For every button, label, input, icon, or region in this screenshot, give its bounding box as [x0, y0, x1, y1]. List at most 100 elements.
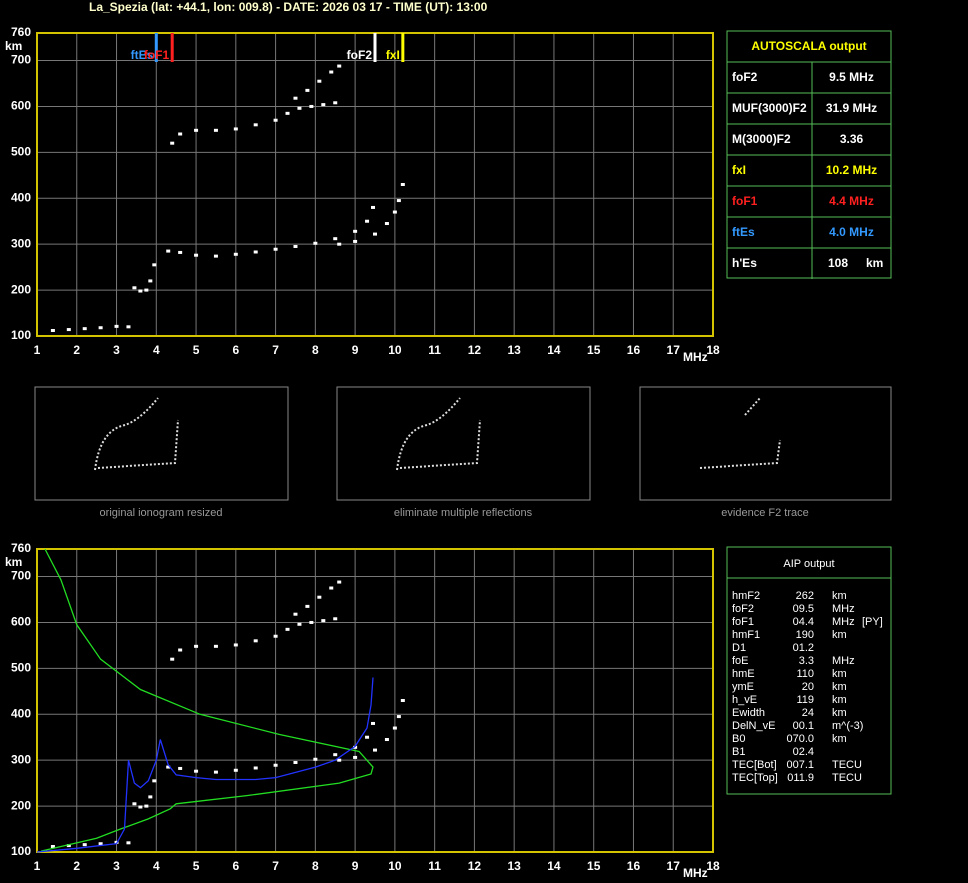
thumbnail-frame	[34, 386, 289, 501]
aip-cell: foF1	[732, 616, 754, 628]
aip-cell: TECU	[832, 772, 862, 784]
echo-point	[333, 237, 338, 241]
echo-point	[273, 247, 278, 251]
row-value: 9.5 MHz	[829, 70, 874, 84]
echo-point	[371, 205, 376, 209]
echo-point	[66, 844, 71, 848]
echo-point	[213, 254, 218, 258]
y-tick-label: 300	[11, 236, 31, 250]
echo-point	[313, 757, 318, 761]
echo-point	[166, 249, 171, 253]
echo-point	[50, 328, 55, 332]
y-tick-label: 700	[11, 53, 31, 67]
echo-point	[365, 219, 370, 223]
echo-point	[273, 118, 278, 122]
y-tick-label: 100	[11, 844, 31, 858]
y-tick-label: 200	[11, 798, 31, 812]
x-tick-label: 10	[388, 343, 402, 357]
row-name: foF2	[732, 70, 758, 84]
aip-cell: km	[832, 681, 847, 693]
echo-point	[152, 263, 157, 267]
echo-point	[148, 795, 153, 799]
x-tick-label: 15	[587, 343, 601, 357]
thumbnail-trace	[94, 397, 179, 471]
y-tick-label: 600	[11, 99, 31, 113]
aip-cell: hmF1	[732, 629, 760, 641]
x-tick-label: 4	[153, 343, 160, 357]
echo-point	[353, 229, 358, 233]
echo-point	[333, 753, 338, 757]
x-tick-label: 17	[667, 343, 681, 357]
y-tick-label: 600	[11, 615, 31, 629]
echo-point	[194, 128, 199, 132]
echo-point	[152, 779, 157, 783]
profile-line	[36, 677, 374, 853]
echo-point	[317, 595, 322, 599]
thumbnail-caption: evidence F2 trace	[721, 507, 808, 519]
thumbnail-caption: eliminate multiple reflections	[394, 507, 533, 519]
row-value: 108	[828, 256, 848, 270]
echo-point	[50, 844, 55, 848]
x-tick-label: 8	[312, 343, 319, 357]
thumbnail-trace	[396, 397, 481, 471]
y-tick-label: 100	[11, 328, 31, 342]
echo-point	[384, 738, 389, 742]
y-axis-label: km	[5, 39, 22, 53]
echo-point	[132, 286, 137, 290]
echo-point	[396, 199, 401, 203]
echo-point	[285, 111, 290, 115]
echo-point	[400, 183, 405, 186]
aip-cell: m^(-3)	[832, 720, 863, 732]
echo-point	[178, 648, 183, 652]
echo-point	[333, 617, 338, 621]
y-tick-label: 300	[11, 752, 31, 766]
x-tick-label: 7	[272, 343, 279, 357]
echo-point	[305, 88, 310, 92]
aip-cell: B1	[732, 746, 745, 758]
echo-point	[333, 101, 338, 105]
y-tick-label: 700	[11, 569, 31, 583]
row-name: MUF(3000)F2	[732, 101, 807, 115]
echo-point	[297, 622, 302, 626]
aip-cell: km	[832, 629, 847, 641]
x-tick-label: 13	[507, 343, 521, 357]
x-tick-label: 15	[587, 859, 601, 873]
echo-point	[98, 842, 103, 846]
aip-cell: B0	[732, 733, 745, 745]
echo-point	[305, 604, 310, 608]
aip-cell: km	[832, 694, 847, 706]
aip-cell: 3.3	[799, 655, 814, 667]
aip-cell: MHz	[832, 655, 855, 667]
aip-title: AIP output	[783, 558, 834, 570]
row-value: 10.2 MHz	[826, 163, 877, 177]
y-tick-label: 500	[11, 661, 31, 675]
aip-frame	[726, 577, 892, 795]
marker-label: foF2	[347, 48, 373, 62]
aip-cell: km	[832, 707, 847, 719]
echo-point	[66, 328, 71, 332]
echo-point	[233, 127, 238, 131]
aip-cell: km	[832, 590, 847, 602]
page-title: La_Spezia (lat: +44.1, lon: 009.8) - DAT…	[89, 0, 488, 14]
aip-cell: 04.4	[793, 616, 814, 628]
x-tick-label: 18	[706, 343, 720, 357]
echo-point	[132, 802, 137, 806]
echo-point	[138, 805, 143, 809]
x-tick-label: 5	[193, 859, 200, 873]
x-tick-label: 9	[352, 343, 359, 357]
row-value: 3.36	[840, 132, 864, 146]
aip-cell: foE	[732, 655, 749, 667]
aip-cell: hmE	[732, 668, 755, 680]
x-tick-label: 2	[73, 859, 80, 873]
autoscala-title: AUTOSCALA output	[751, 39, 866, 53]
marker-label: foF1	[144, 48, 170, 62]
aip-cell: 00.1	[793, 720, 814, 732]
echo-point	[170, 657, 175, 661]
echo-point	[178, 250, 183, 254]
aip-cell: TECU	[832, 759, 862, 771]
aip-cell: 011.9	[787, 772, 814, 784]
x-axis-label: MHz	[683, 866, 708, 880]
x-tick-label: 1	[34, 859, 41, 873]
echo-point	[400, 699, 405, 702]
x-tick-label: 10	[388, 859, 402, 873]
